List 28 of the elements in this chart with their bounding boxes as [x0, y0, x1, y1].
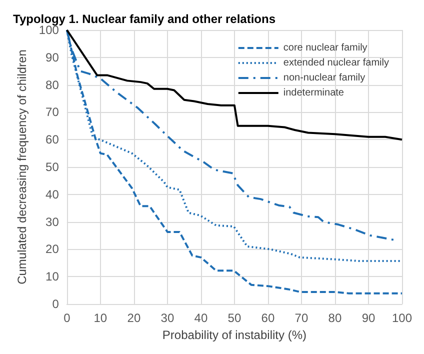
- x-tick-label: 20: [127, 311, 141, 325]
- y-tick-label: 70: [46, 105, 60, 120]
- y-tick-label: 80: [46, 78, 60, 92]
- legend-label: non-nuclear family: [283, 72, 366, 84]
- legend-label: extended nuclear family: [283, 58, 390, 68]
- y-tick-label: 90: [46, 50, 60, 64]
- y-tick-label: 0: [52, 297, 60, 311]
- x-tick-label: 70: [294, 311, 308, 325]
- y-tick-label: 60: [46, 132, 60, 147]
- x-tick-label: 40: [194, 311, 208, 325]
- legend-label: indeterminate: [283, 88, 344, 98]
- x-axis-title: Probability of instability (%): [162, 328, 306, 342]
- chart-title: Typology 1. Nuclear family and other relations: [13, 12, 276, 26]
- y-tick-label: 50: [46, 160, 60, 174]
- legend-label: core nuclear family: [283, 42, 368, 54]
- x-tick-label: 80: [328, 311, 342, 325]
- x-tick-label: 90: [362, 311, 376, 325]
- x-tick-label: 0: [64, 311, 71, 325]
- x-tick-label: 100: [392, 311, 412, 325]
- x-tick-label: 10: [94, 311, 108, 325]
- y-tick-label: 10: [46, 270, 60, 284]
- y-tick-label: 20: [46, 242, 60, 256]
- y-axis-title: Cumulated decreasing frequency of children: [15, 50, 29, 284]
- x-tick-label: 50: [228, 311, 242, 325]
- x-tick-label: 60: [261, 311, 275, 325]
- x-tick-label: 30: [160, 311, 174, 325]
- y-tick-label: 40: [46, 187, 60, 202]
- y-tick-label: 30: [46, 214, 60, 229]
